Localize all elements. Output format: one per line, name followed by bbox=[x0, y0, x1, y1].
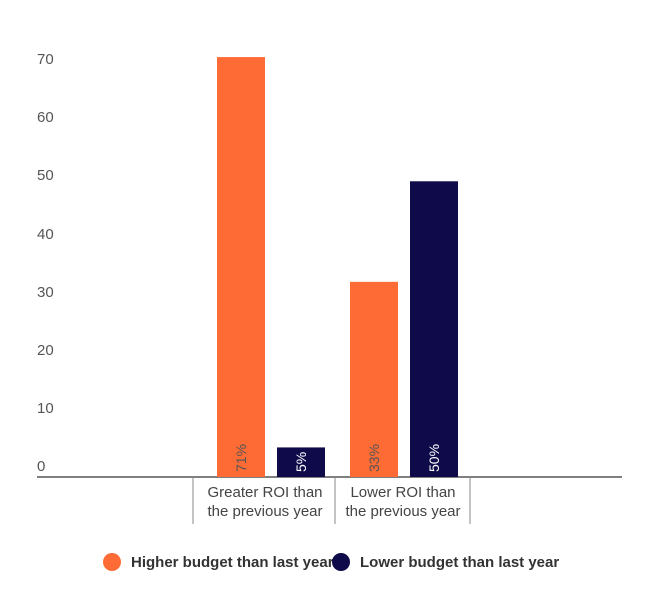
category-label: Lower ROI than bbox=[350, 484, 455, 501]
legend-label-lower-budget: Lower budget than last year bbox=[360, 553, 560, 571]
bar bbox=[217, 57, 265, 477]
bar-value-label: 71% bbox=[233, 444, 249, 472]
y-tick-label: 10 bbox=[37, 400, 54, 417]
legend: Higher budget than last year Lower budge… bbox=[0, 553, 656, 577]
bar bbox=[410, 181, 458, 478]
y-tick-label: 0 bbox=[37, 458, 45, 475]
category-label: the previous year bbox=[345, 503, 460, 520]
legend-label-higher-budget: Higher budget than last year bbox=[131, 553, 334, 571]
bar-value-label: 50% bbox=[426, 444, 442, 472]
y-tick-label: 50 bbox=[37, 167, 54, 184]
y-tick-label: 30 bbox=[37, 284, 54, 301]
y-tick-label: 40 bbox=[37, 226, 54, 243]
y-tick-label: 70 bbox=[37, 51, 54, 68]
y-tick-label: 20 bbox=[37, 342, 54, 359]
bar-chart: 0 10 20 30 40 50 60 70 71% 33% 5% 50% Greater ROI th… bbox=[37, 51, 622, 524]
bar bbox=[277, 447, 325, 477]
legend-swatch-higher-budget bbox=[103, 553, 121, 571]
bar-value-label: 33% bbox=[366, 444, 382, 472]
category-label: the previous year bbox=[207, 503, 322, 520]
bar-value-label: 5% bbox=[293, 452, 309, 472]
legend-item-lower-budget: Lower budget than last year bbox=[332, 553, 559, 571]
category-label: Greater ROI than bbox=[207, 484, 322, 501]
bar bbox=[350, 281, 398, 477]
legend-swatch-lower-budget bbox=[332, 553, 350, 571]
y-tick-label: 60 bbox=[37, 109, 54, 126]
legend-item-higher-budget: Higher budget than last year bbox=[103, 553, 334, 571]
